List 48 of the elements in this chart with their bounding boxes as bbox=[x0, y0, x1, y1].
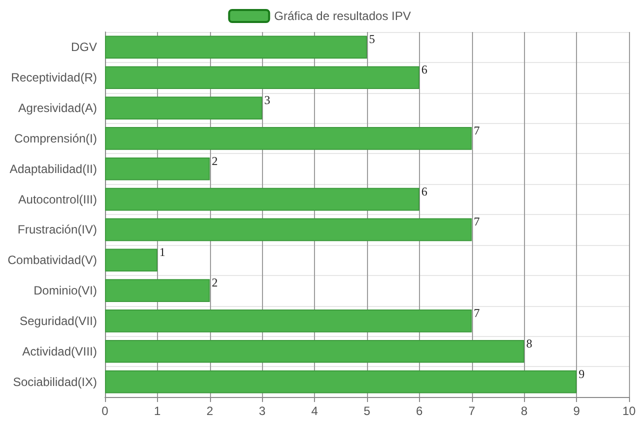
data-label: 5 bbox=[369, 32, 375, 46]
bar bbox=[105, 279, 210, 302]
x-tick-label: 3 bbox=[258, 404, 266, 418]
bar bbox=[105, 370, 577, 394]
legend-label: Gráfica de resultados IPV bbox=[274, 9, 411, 23]
bar bbox=[105, 188, 420, 211]
y-tick-label: Seguridad(VII) bbox=[20, 314, 97, 328]
y-tick-label: Sociabilidad(IX) bbox=[12, 374, 97, 389]
bar bbox=[105, 96, 262, 120]
y-tick-label: Receptividad(R) bbox=[10, 70, 97, 85]
y-tick-label: Combatividad(V) bbox=[8, 253, 97, 268]
bar bbox=[105, 36, 367, 59]
data-label: 7 bbox=[474, 306, 480, 320]
data-label: 7 bbox=[474, 214, 480, 229]
x-tick-label: 10 bbox=[622, 404, 636, 418]
data-label: 7 bbox=[474, 123, 480, 138]
data-label: 6 bbox=[421, 184, 428, 198]
y-tick-label: Comprensión(I) bbox=[14, 131, 97, 146]
data-label: 9 bbox=[578, 366, 585, 381]
data-label: 2 bbox=[212, 276, 218, 290]
y-tick-label: Agresividad(A) bbox=[18, 101, 97, 116]
bar bbox=[105, 310, 472, 332]
x-tick-label: 5 bbox=[364, 404, 371, 418]
x-tick-label: 8 bbox=[520, 404, 528, 418]
x-tick-label: 2 bbox=[206, 404, 214, 418]
y-tick-label: DGV bbox=[70, 40, 97, 54]
data-label: 8 bbox=[526, 336, 532, 350]
bar bbox=[105, 157, 210, 180]
bar bbox=[105, 340, 524, 363]
y-tick-label: Adaptabilidad(II) bbox=[10, 162, 97, 176]
y-tick-label: Frustración(IV) bbox=[18, 222, 97, 237]
x-tick-label: 4 bbox=[311, 404, 318, 418]
y-tick-label: Dominio(VI) bbox=[34, 284, 97, 298]
data-label: 1 bbox=[159, 245, 166, 260]
bar bbox=[105, 127, 472, 150]
bar bbox=[105, 66, 420, 90]
data-label: 6 bbox=[421, 62, 428, 77]
x-tick-label: 1 bbox=[154, 404, 162, 418]
y-tick-label: Autocontrol(III) bbox=[18, 192, 97, 206]
x-tick-label: 0 bbox=[102, 404, 109, 418]
data-label: 2 bbox=[212, 154, 218, 168]
data-label: 3 bbox=[264, 93, 270, 108]
x-tick-label: 7 bbox=[468, 404, 476, 418]
y-tick-label: Actividad(VIII) bbox=[22, 344, 97, 358]
x-tick-label: 9 bbox=[573, 404, 580, 418]
x-tick-label: 6 bbox=[416, 404, 424, 418]
bar bbox=[105, 218, 472, 242]
bar bbox=[105, 248, 158, 272]
